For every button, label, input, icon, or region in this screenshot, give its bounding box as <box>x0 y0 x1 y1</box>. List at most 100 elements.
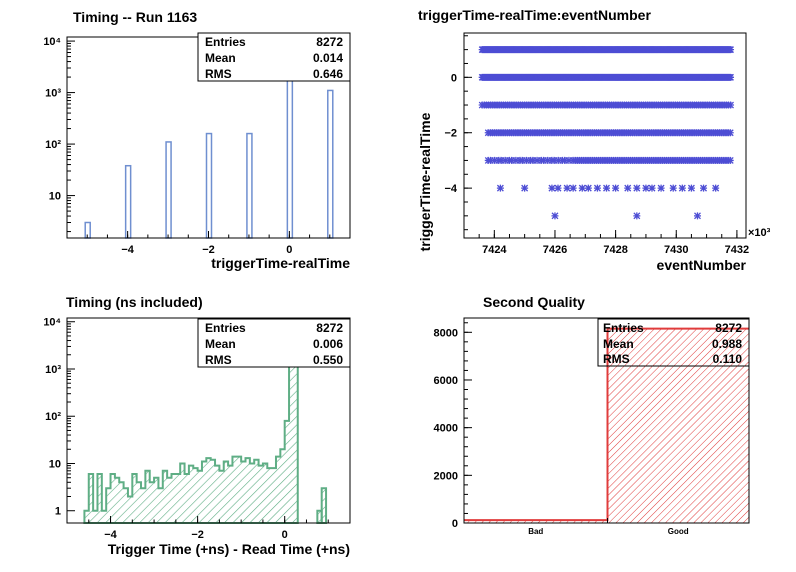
scatter-point <box>544 156 552 164</box>
scatter-point <box>497 156 505 164</box>
area-outline <box>83 331 299 524</box>
bar <box>165 141 172 239</box>
scatter-point <box>533 156 541 164</box>
scatter-point <box>569 184 577 192</box>
scatter-point <box>726 156 734 164</box>
x-tick-label: 0 <box>286 244 292 256</box>
stats-rms-label: RMS <box>603 352 630 366</box>
stats-rms-label: RMS <box>205 353 232 367</box>
scatter-point <box>669 184 677 192</box>
stats-entries-value: 8272 <box>316 321 343 335</box>
bars <box>464 327 749 523</box>
scatter-point <box>624 184 632 192</box>
scatter-point <box>539 156 547 164</box>
scatter-point <box>726 129 734 137</box>
stats-entries-value: 8272 <box>316 35 343 49</box>
y-tick-label: −2 <box>444 128 457 140</box>
stats-frame <box>597 318 750 367</box>
chart-title: Second Quality <box>483 294 585 310</box>
panel-scatter: triggerTime-realTime:eventNumber 7424 742… <box>417 7 771 273</box>
scatter-point <box>518 156 526 164</box>
scatter-point <box>554 184 562 192</box>
bar <box>205 132 213 239</box>
scatter-point <box>522 156 530 164</box>
scatter-point <box>633 184 641 192</box>
area-fill <box>321 488 327 523</box>
stats-rms-label: RMS <box>205 67 232 81</box>
stats-mean-label: Mean <box>603 337 634 351</box>
scatter-point <box>657 184 665 192</box>
y-tick-label: 10 <box>49 191 61 203</box>
bar <box>246 132 253 239</box>
scatter-point <box>578 184 586 192</box>
area-fill <box>317 510 322 523</box>
stats-entries-value: 8272 <box>715 321 742 335</box>
stats-box: Entries 8272 Mean 0.014 RMS 0.646 <box>197 32 351 82</box>
stats-rms-value: 0.110 <box>713 352 743 366</box>
plot-frame <box>463 317 750 524</box>
scatter-point <box>727 73 735 81</box>
axis-ticks: −4 −2 0 1 10 10² 10³ 10⁴ <box>43 317 351 541</box>
y-tick-label: 10⁴ <box>43 36 61 48</box>
scatter-point <box>521 184 529 192</box>
stats-rms-value: 0.550 <box>313 353 343 367</box>
scatter-point <box>565 156 573 164</box>
y-tick-label: 8000 <box>434 327 458 339</box>
x-tick-label: 7432 <box>725 244 749 256</box>
scatter-point <box>712 184 720 192</box>
scatter-point <box>512 156 520 164</box>
stats-rms-value: 0.646 <box>313 67 343 81</box>
scatter-point <box>612 184 620 192</box>
scatter-point <box>508 156 516 164</box>
x-tick-label: 7428 <box>603 244 627 256</box>
y-tick-label: 10⁴ <box>43 317 61 329</box>
scatter-point <box>529 156 537 164</box>
y-tick-label: 10 <box>49 458 61 470</box>
x-tick-label: 7430 <box>664 244 688 256</box>
x-axis-label: eventNumber <box>657 257 747 273</box>
y-tick-label: 6000 <box>434 375 458 387</box>
scatter-point <box>603 184 611 192</box>
chart-title: triggerTime-realTime:eventNumber <box>418 7 651 23</box>
axis-ticks: −4 −2 0 10 10² 10³ 10⁴ <box>43 36 331 256</box>
scatter-point <box>727 46 735 54</box>
stats-box: Entries 8272 Mean 0.006 RMS 0.550 <box>197 318 351 368</box>
x-tick-label: −2 <box>202 244 215 256</box>
scatter-point <box>491 156 499 164</box>
stats-mean-label: Mean <box>205 51 236 65</box>
x-tick-label: 7426 <box>543 244 567 256</box>
scatter-point <box>548 184 556 192</box>
y-tick-label: 10³ <box>45 364 61 376</box>
panel-timing-run: Timing -- Run 1163 −4 −2 0 10 10² 10³ 10⁴ trig… <box>43 9 351 271</box>
stats-box: Entries 8272 Mean 0.988 RMS 0.110 <box>597 318 750 367</box>
y-tick-label: 4000 <box>434 423 458 435</box>
scatter-point <box>648 184 656 192</box>
y-tick-label: 0 <box>451 72 457 84</box>
stats-frame <box>197 32 351 82</box>
plot-frame <box>463 32 747 239</box>
y-tick-label: 10² <box>45 139 61 151</box>
scatter-point <box>554 156 562 164</box>
bar-good <box>607 328 749 523</box>
x-axis-label: Trigger Time (+ns) - Read Time (+ns) <box>108 541 350 557</box>
scatter-points <box>478 46 735 220</box>
x-category-label: Good <box>668 527 689 536</box>
stats-frame <box>197 318 351 368</box>
scatter-point <box>501 156 509 164</box>
panel-timing-ns: Timing (ns included) −4 −2 0 1 10 10² 10³ 10⁴ T… <box>43 294 351 557</box>
scatter-point <box>563 184 571 192</box>
x-multiplier: ×10³ <box>748 227 771 239</box>
y-tick-label: −4 <box>444 183 457 195</box>
stats-mean-value: 0.006 <box>313 337 343 351</box>
axis-ticks: 7424 7426 7428 7430 7432 −4 −2 0 <box>444 35 749 256</box>
x-tick-label: 0 <box>282 529 288 541</box>
stats-mean-value: 0.988 <box>712 337 742 351</box>
bar-bad <box>464 520 608 523</box>
scatter-point <box>633 212 641 220</box>
scatter-point <box>486 156 494 164</box>
scatter-point <box>593 184 601 192</box>
scatter-point <box>551 212 559 220</box>
scatter-point <box>550 156 558 164</box>
bar <box>327 89 334 239</box>
